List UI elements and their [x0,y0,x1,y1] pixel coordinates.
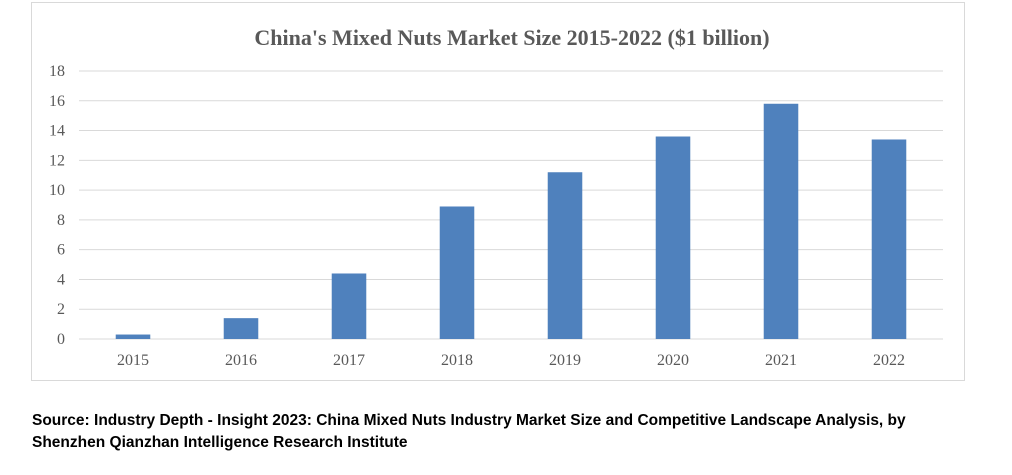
y-tick-label: 18 [49,63,65,80]
bar-2018 [439,206,475,339]
y-tick-label: 2 [57,301,65,318]
bar-2016 [223,318,259,339]
bar-2021 [763,103,799,339]
y-tick-label: 4 [57,271,65,288]
y-axis-tick-labels: 0 2 4 6 8 10 12 14 16 18 [49,63,65,348]
chart-title: China's Mixed Nuts Market Size 2015-2022… [254,25,769,50]
bar-2019 [547,172,583,339]
x-axis-tick-labels: 2015 2016 2017 2018 2019 2020 2021 2022 [117,352,905,369]
x-tick-label-2015: 2015 [117,352,149,369]
x-tick-label-2016: 2016 [225,352,257,369]
bar-2015 [115,334,151,339]
bar-2020 [655,136,691,339]
x-tick-label-2022: 2022 [873,352,905,369]
chart-frame: China's Mixed Nuts Market Size 2015-2022… [31,2,965,381]
y-tick-label: 0 [57,331,65,348]
bar-chart: China's Mixed Nuts Market Size 2015-2022… [49,25,943,369]
source-line-2: Shenzhen Qianzhan Intelligence Research … [32,434,408,451]
source-line-1: Source: Industry Depth - Insight 2023: C… [32,412,906,429]
y-tick-label: 6 [57,242,65,259]
y-tick-label: 10 [49,182,65,199]
y-tick-label: 16 [49,93,65,110]
source-note: Source: Industry Depth - Insight 2023: C… [32,410,1007,454]
x-tick-label-2018: 2018 [441,352,473,369]
x-tick-label-2020: 2020 [657,352,689,369]
x-tick-label-2017: 2017 [333,352,365,369]
x-tick-label-2019: 2019 [549,352,581,369]
gridlines [79,70,943,340]
y-tick-label: 12 [49,152,65,169]
x-tick-label-2021: 2021 [765,352,797,369]
y-tick-label: 14 [49,123,65,140]
bar-2017 [331,273,367,339]
y-tick-label: 8 [57,212,65,229]
bars [115,103,907,339]
bar-2022 [871,139,907,339]
